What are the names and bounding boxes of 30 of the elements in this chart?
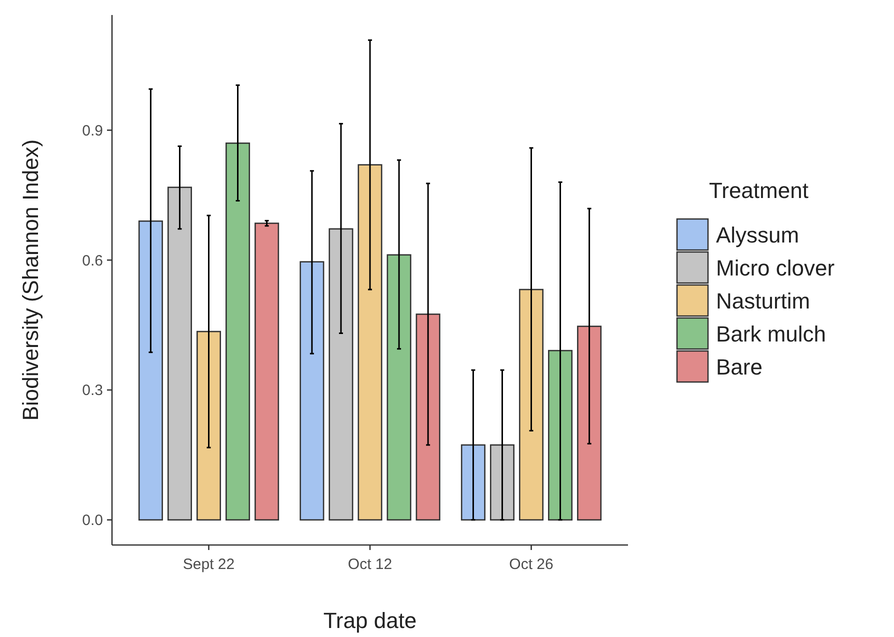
bar bbox=[416, 314, 440, 521]
legend-label: Micro clover bbox=[716, 256, 835, 281]
bar bbox=[328, 228, 354, 521]
bar bbox=[460, 444, 486, 521]
legend-label: Bark mulch bbox=[716, 322, 826, 347]
y-axis-title: Biodiversity (Shannon Index) bbox=[18, 139, 43, 421]
bar bbox=[386, 254, 412, 521]
bar bbox=[167, 186, 192, 521]
bar bbox=[300, 261, 324, 521]
y-tick-label: 0.0 bbox=[82, 512, 103, 530]
bar bbox=[358, 164, 382, 521]
bar bbox=[490, 444, 514, 521]
bar bbox=[226, 142, 250, 521]
legend-title: Treatment bbox=[709, 178, 808, 203]
legend-label: Nasturtim bbox=[716, 288, 810, 314]
y-tick-label: 0.9 bbox=[82, 122, 103, 140]
x-axis-title: Trap date bbox=[323, 608, 417, 633]
bar bbox=[577, 326, 602, 521]
y-tick-label: 0.6 bbox=[82, 252, 103, 270]
legend-label: Bare bbox=[716, 354, 762, 380]
x-tick-label: Oct 26 bbox=[509, 556, 554, 573]
bar bbox=[254, 222, 280, 521]
bar bbox=[548, 350, 573, 521]
x-tick-label: Oct 12 bbox=[348, 556, 392, 573]
legend-label: Alyssum bbox=[716, 222, 800, 248]
x-tick-label: Sept 22 bbox=[182, 556, 235, 573]
bar bbox=[196, 330, 222, 521]
bar bbox=[518, 288, 544, 521]
y-tick-label: 0.3 bbox=[82, 382, 103, 400]
bar bbox=[138, 220, 163, 521]
